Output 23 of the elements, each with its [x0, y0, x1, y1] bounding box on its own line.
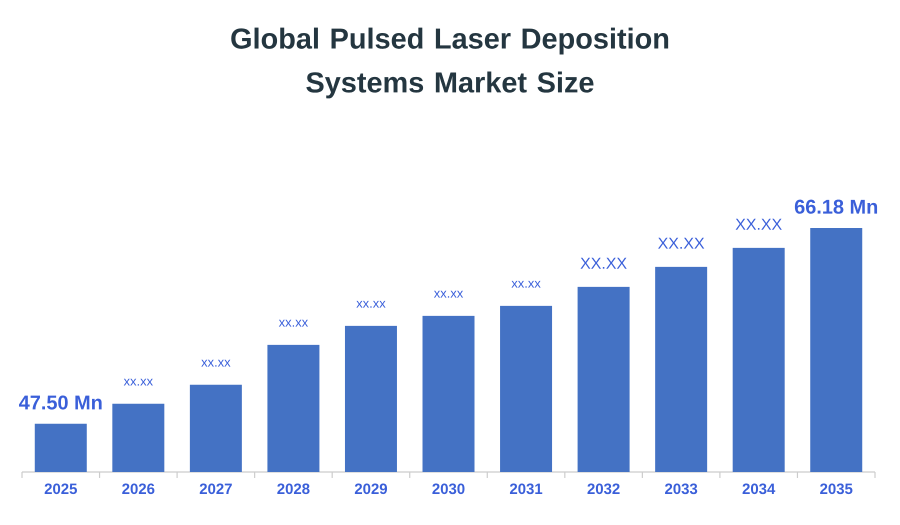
data-label: xx.xx: [278, 320, 308, 327]
x-tick-label: 2034: [742, 484, 776, 494]
x-tick-label: 2035: [820, 484, 852, 494]
x-tick-label: 2027: [200, 484, 232, 494]
x-tick-label: 2025: [44, 484, 77, 494]
x-tick-label: 2029: [354, 484, 388, 494]
data-label: xx.xx: [511, 280, 541, 288]
x-tick-label: 2032: [587, 484, 620, 494]
x-tick-label: 2033: [665, 484, 698, 494]
x-tick-label: 2030: [432, 484, 464, 494]
data-label: XX.XX: [658, 238, 704, 249]
data-label: xx.xx: [434, 290, 464, 298]
x-tick-label: 2028: [277, 484, 310, 494]
data-label: 66.18 Mn: [794, 200, 878, 214]
data-label: 47.50 Mn: [18, 395, 102, 410]
data-label: xx.xx: [124, 378, 153, 386]
data-label: xx.xx: [201, 360, 230, 367]
data-label: xx.xx: [356, 300, 386, 308]
x-tick-label: 2026: [122, 484, 154, 494]
data-label: XX.XX: [736, 218, 782, 230]
chart-title: Global Pulsed Laser Deposition Systems Market Size: [231, 28, 668, 98]
x-tick-label: 2031: [510, 484, 542, 494]
data-label: XX.XX: [580, 258, 627, 269]
